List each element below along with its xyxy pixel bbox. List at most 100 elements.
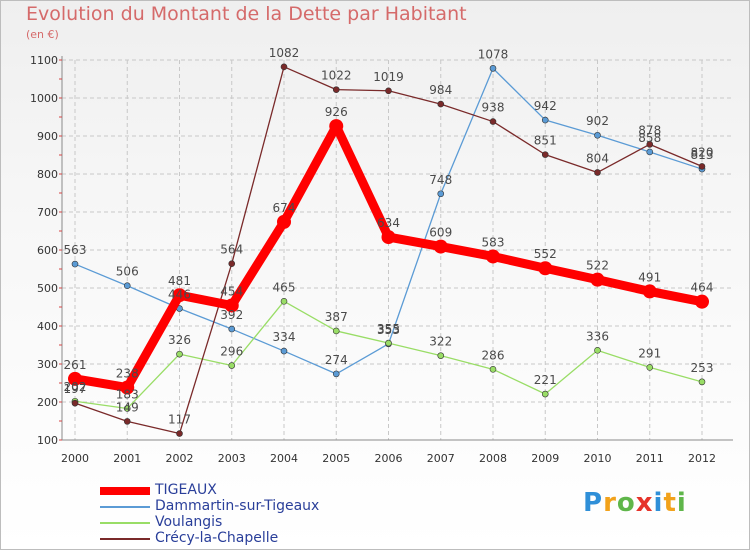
data-point	[381, 230, 396, 245]
data-label: 197	[64, 382, 87, 396]
x-tick-label: 2001	[113, 452, 141, 465]
data-point	[332, 327, 340, 335]
x-tick-label: 2006	[375, 452, 403, 465]
data-label: 1019	[373, 70, 404, 84]
data-label: 491	[638, 270, 661, 284]
data-point	[224, 298, 239, 313]
data-label: 202	[64, 380, 87, 394]
x-tick-label: 2005	[322, 452, 350, 465]
x-tick-label: 2011	[636, 452, 664, 465]
data-label: 506	[116, 265, 139, 279]
data-point	[486, 249, 500, 264]
data-point	[123, 418, 131, 425]
x-tick-label: 2000	[61, 452, 89, 465]
y-tick-label: 500	[37, 282, 58, 295]
data-label: 851	[534, 134, 557, 148]
data-label: 1022	[321, 69, 352, 83]
data-point	[385, 339, 392, 347]
data-label: 858	[638, 131, 661, 145]
data-point	[280, 297, 288, 305]
legend-label-crecy: Crécy-la-Chapelle	[155, 530, 279, 546]
legend-label-voulangis: Voulangis	[155, 514, 223, 530]
data-label: 674	[273, 201, 296, 215]
brand-letter: i	[653, 488, 664, 518]
data-point	[541, 151, 549, 158]
data-label: 221	[534, 373, 557, 387]
data-label: 353	[377, 323, 400, 337]
chart-unit: (en €)	[26, 28, 59, 41]
data-point	[642, 284, 657, 299]
data-label: 454	[220, 284, 243, 298]
data-point	[594, 347, 601, 354]
data-label: 253	[691, 361, 714, 375]
data-label: 813	[691, 148, 714, 162]
data-label: 481	[168, 274, 191, 288]
data-label: 286	[482, 348, 505, 362]
y-tick-label: 700	[37, 206, 58, 219]
brand-letter: r	[603, 488, 617, 518]
data-label: 117	[168, 413, 191, 427]
data-point	[590, 272, 605, 287]
data-point	[120, 380, 135, 395]
data-label: 926	[325, 105, 348, 119]
x-tick-label: 2004	[270, 452, 298, 465]
x-tick-label: 2008	[479, 452, 507, 465]
data-point	[538, 261, 553, 276]
data-point	[695, 294, 709, 309]
brand-letter: t	[663, 488, 677, 518]
data-point	[489, 118, 497, 125]
x-tick-label: 2003	[218, 452, 246, 465]
brand-letter: x	[635, 488, 654, 518]
data-point	[123, 282, 131, 290]
data-label: 938	[482, 101, 505, 115]
data-label: 387	[325, 310, 348, 324]
data-label: 336	[586, 329, 609, 343]
data-point	[594, 131, 601, 139]
data-point	[437, 352, 445, 359]
data-label: 355	[377, 322, 400, 336]
data-label: 820	[691, 145, 714, 159]
data-label: 261	[64, 358, 87, 372]
data-label: 291	[638, 346, 661, 360]
legend-label-tigeaux: TIGEAUX	[155, 482, 217, 498]
y-tick-label: 800	[37, 168, 58, 181]
data-label: 1078	[478, 47, 509, 61]
data-point	[698, 378, 706, 386]
y-tick-label: 1000	[30, 92, 58, 105]
y-tick-label: 400	[37, 320, 58, 333]
y-tick-label: 900	[37, 130, 58, 143]
legend-swatch-dammartin	[100, 506, 150, 508]
data-point	[437, 100, 445, 108]
data-label: 583	[482, 235, 505, 249]
data-point	[698, 163, 706, 170]
x-tick-label: 2002	[166, 452, 194, 465]
data-label: 238	[116, 367, 139, 381]
data-label: 522	[586, 259, 609, 273]
brand-logo: Proxiti	[583, 488, 687, 518]
data-point	[541, 116, 549, 124]
data-label: 984	[429, 83, 452, 97]
data-point	[329, 119, 344, 134]
legend-label-dammartin: Dammartin-sur-Tigeaux	[155, 498, 320, 514]
data-label: 634	[377, 216, 400, 230]
brand-letter: i	[676, 488, 687, 518]
data-point	[332, 370, 340, 378]
y-tick-label: 200	[37, 396, 58, 409]
data-point	[433, 239, 448, 254]
data-label: 446	[168, 288, 191, 302]
data-label: 296	[220, 345, 243, 359]
data-point	[489, 65, 497, 72]
data-point	[594, 169, 601, 176]
x-tick-label: 2007	[427, 452, 455, 465]
data-point	[489, 366, 497, 373]
data-label: 183	[116, 387, 139, 401]
data-point	[646, 141, 654, 148]
legend-swatch-voulangis	[100, 522, 150, 524]
x-tick-label: 2012	[688, 452, 716, 465]
data-point	[385, 87, 392, 95]
data-point	[541, 390, 549, 398]
data-point	[646, 364, 654, 371]
data-point	[123, 405, 131, 412]
